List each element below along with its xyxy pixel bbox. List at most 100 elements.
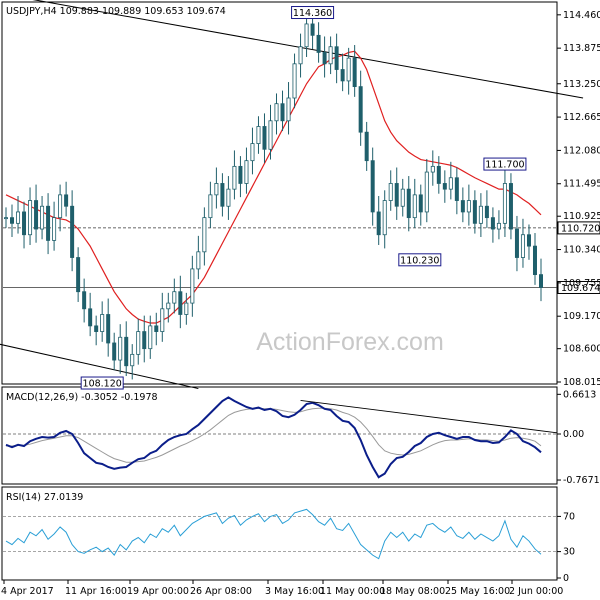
- hline-price-label: 109.674: [561, 283, 600, 294]
- candle-body: [190, 268, 195, 304]
- candle-body: [34, 200, 39, 230]
- candle-body: [202, 217, 207, 253]
- annotation-box: [80, 376, 124, 390]
- candle-body: [394, 183, 399, 207]
- watermark: ActionForex.com: [256, 328, 444, 356]
- candle-body: [539, 274, 544, 288]
- candle-body: [28, 200, 33, 236]
- price-y-tick-label: 108.015: [563, 377, 600, 388]
- candle-body: [208, 194, 213, 219]
- candle-body: [238, 165, 243, 184]
- candle-body: [130, 353, 135, 367]
- x-tick-label: 11 May 00:00: [320, 586, 385, 597]
- candle-body: [172, 291, 177, 304]
- x-tick-label: 2 Jun 00:00: [509, 586, 563, 597]
- candle-body: [382, 200, 387, 236]
- candle-body: [262, 126, 267, 150]
- candle-body: [166, 302, 171, 310]
- hline-price-label: 110.720: [561, 223, 600, 234]
- price-y-tick-label: 111.495: [563, 179, 600, 190]
- candle-body: [292, 63, 297, 99]
- candle-body: [388, 183, 393, 201]
- x-axis: 4 Apr 2017 11 Apr 16:00 19 Apr 00:00 26 Apr…: [1, 580, 563, 597]
- candle-body: [58, 194, 63, 219]
- candle-body: [298, 46, 303, 65]
- x-tick-label: 26 Apr 08:00: [190, 586, 252, 597]
- candle-body: [502, 183, 507, 224]
- trendline: [0, 343, 199, 390]
- macd-y-tick-label: -0.7671: [563, 475, 600, 486]
- candle-body: [334, 46, 339, 70]
- x-tick-label: 19 Apr 00:00: [127, 586, 189, 597]
- candle-body: [364, 131, 369, 162]
- candle-body: [286, 97, 291, 122]
- candle-body: [124, 336, 129, 367]
- candle-body: [304, 23, 309, 48]
- annotation-box: [483, 157, 527, 171]
- annotation-box: [398, 253, 442, 267]
- rsi-line: [5, 508, 542, 560]
- macd-line: [5, 396, 542, 479]
- candle-body: [484, 205, 489, 219]
- candle-body: [400, 188, 405, 207]
- candle-body: [196, 251, 201, 270]
- hline-label-box: [557, 280, 600, 294]
- candle-body: [322, 52, 327, 65]
- price-y-tick-label: 113.875: [563, 43, 600, 54]
- candle-body: [532, 245, 537, 276]
- price-grid: 110.720 109.674: [3, 221, 600, 294]
- rsi-panel: 70 30 0: [3, 508, 575, 584]
- candle-body: [352, 57, 357, 88]
- candle-body: [436, 165, 441, 184]
- candle-body: [310, 23, 315, 36]
- candle-body: [460, 200, 465, 213]
- candle-body: [430, 165, 435, 173]
- macd-y-tick-label: 0.00: [563, 429, 584, 440]
- x-tick-label: 4 Apr 2017: [1, 586, 54, 597]
- candle-body: [112, 342, 117, 361]
- candle-body: [16, 211, 21, 224]
- candle-body: [412, 194, 417, 219]
- candle-body: [358, 86, 363, 133]
- candle-body: [274, 103, 279, 122]
- candle-body: [454, 177, 459, 201]
- candle-body: [118, 336, 123, 361]
- candle-body: [514, 228, 519, 258]
- candle-body: [370, 160, 375, 213]
- price-y-tick-label: 110.925: [563, 211, 600, 222]
- candle-body: [46, 205, 51, 241]
- candle-body: [250, 143, 255, 162]
- annotation-label: 108.120: [83, 379, 122, 390]
- candle-body: [328, 46, 333, 65]
- x-tick-label: 3 May 16:00: [265, 586, 324, 597]
- symbol-header: USDJPY,H4 109.883 109.889 109.653 109.67…: [6, 6, 226, 17]
- candle-body: [142, 331, 147, 350]
- price-y-tick-label: 113.250: [563, 79, 600, 90]
- candle-body: [496, 222, 501, 230]
- candle-body: [94, 325, 99, 332]
- candle-body: [184, 302, 189, 315]
- candle-body: [106, 314, 111, 344]
- macd-panel: 0.6613 0.00 -0.7671: [3, 389, 600, 486]
- candle-body: [100, 314, 105, 332]
- moving-average-line: [5, 50, 542, 324]
- candle-body: [442, 183, 447, 190]
- x-tick-label: 11 Apr 16:00: [65, 586, 127, 597]
- candle-body: [22, 211, 27, 236]
- candle-body: [280, 103, 285, 122]
- price-y-tick-label: 109.170: [563, 311, 600, 322]
- candle-body: [226, 188, 231, 207]
- candle-body: [88, 308, 93, 327]
- candle-body: [256, 126, 261, 144]
- macd-trendline: [300, 399, 558, 434]
- candle-body: [10, 217, 15, 224]
- price-y-tick-label: 112.080: [563, 145, 600, 156]
- candle-body: [4, 217, 9, 220]
- annotation-label: 110.230: [400, 255, 439, 266]
- x-tick-label: 18 May 08:00: [380, 586, 445, 597]
- candle-body: [220, 183, 225, 207]
- hline-label-box: [557, 221, 600, 235]
- price-y-tick-label: 108.600: [563, 344, 600, 355]
- candle-body: [508, 183, 513, 230]
- candle-body: [232, 165, 237, 190]
